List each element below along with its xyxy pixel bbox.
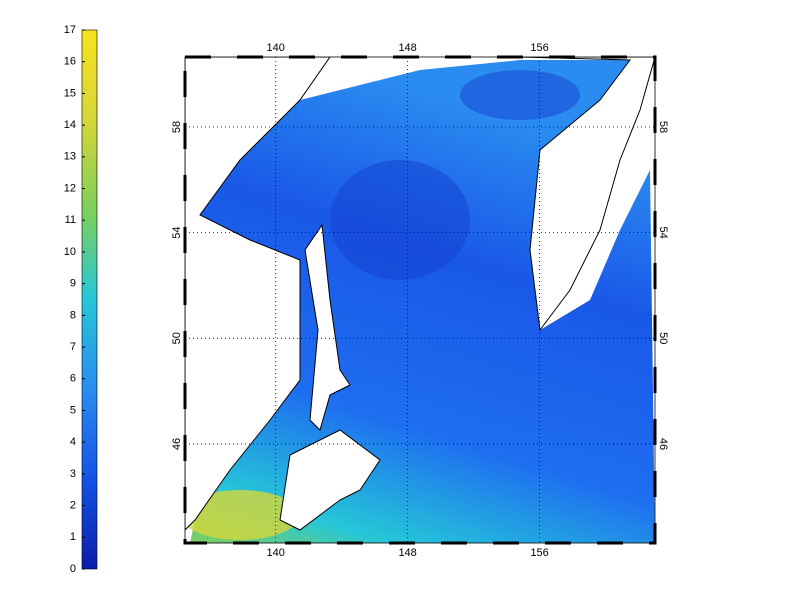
lat-tick-label: 50 (171, 332, 183, 344)
colorbar-tick-label: 0 (70, 563, 76, 575)
lon-tick-label: 140 (267, 547, 285, 559)
lon-tick-label: 148 (398, 42, 416, 54)
colorbar-tick-label: 14 (64, 119, 76, 131)
colorbar-tick-label: 1 (70, 531, 76, 543)
colorbar-tick-label: 9 (70, 278, 76, 290)
map-field (185, 57, 655, 543)
colorbar-tick-label: 5 (70, 404, 76, 416)
colorbar-tick-label: 16 (64, 56, 76, 68)
colorbar-tick-label: 6 (70, 373, 76, 385)
map-border (184, 56, 656, 544)
colorbar-tick-label: 8 (70, 309, 76, 321)
lat-tick-label: 46 (657, 438, 669, 450)
lat-tick-label: 54 (657, 227, 669, 239)
lat-tick-label: 46 (171, 438, 183, 450)
colorbar-tick-label: 3 (70, 468, 76, 480)
lon-tick-label: 156 (530, 547, 548, 559)
colorbar-tick-label: 15 (64, 87, 76, 99)
lat-tick-label: 54 (171, 227, 183, 239)
colorbar-tick-label: 13 (64, 151, 76, 163)
lon-tick-label: 140 (267, 42, 285, 54)
colorbar-tick-label: 12 (64, 182, 76, 194)
colorbar-tick-label: 11 (65, 214, 76, 226)
colorbar-tick-label: 4 (70, 436, 76, 448)
lat-tick-label: 50 (657, 332, 669, 344)
lat-tick-label: 58 (171, 121, 183, 133)
lon-tick-label: 156 (530, 42, 548, 54)
lon-tick-label: 148 (398, 547, 416, 559)
lat-tick-label: 58 (657, 121, 669, 133)
colorbar (81, 29, 98, 570)
colorbar-tick-label: 17 (64, 24, 76, 36)
colorbar-tick-label: 7 (70, 341, 76, 353)
colorbar-tick-label: 2 (70, 499, 76, 511)
colorbar-tick-label: 10 (64, 246, 76, 258)
